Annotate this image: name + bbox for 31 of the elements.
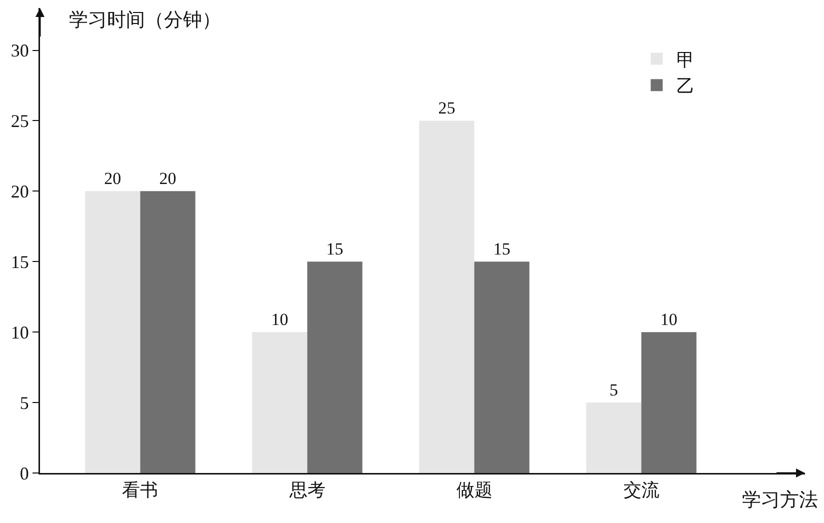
bar <box>307 262 362 473</box>
y-tick-label: 20 <box>10 181 29 202</box>
x-tick-label: 交流 <box>623 480 660 500</box>
x-axis-title: 学习方法 <box>742 489 818 511</box>
y-tick-label: 10 <box>10 322 29 342</box>
data-label: 15 <box>493 240 510 259</box>
x-tick-label: 看书 <box>122 480 158 500</box>
y-tick-label: 0 <box>20 463 29 484</box>
bar <box>419 120 474 473</box>
bar <box>140 191 196 473</box>
legend-label: 乙 <box>676 76 695 96</box>
bar <box>586 402 642 473</box>
y-tick-label: 15 <box>10 252 29 272</box>
y-tick-label: 5 <box>20 392 29 413</box>
x-tick-label: 做题 <box>456 480 492 500</box>
y-axis-title: 学习时间（分钟） <box>69 10 221 31</box>
data-label: 20 <box>159 169 176 188</box>
x-tick-label: 思考 <box>288 480 326 500</box>
legend-label: 甲 <box>676 50 695 70</box>
data-label: 25 <box>438 98 456 118</box>
data-label: 10 <box>660 310 678 330</box>
y-tick-label: 30 <box>10 40 29 61</box>
data-label: 5 <box>610 380 618 400</box>
data-label: 15 <box>326 240 344 259</box>
y-tick-label: 25 <box>10 111 29 132</box>
bar <box>474 262 530 473</box>
data-label: 20 <box>104 169 122 188</box>
bar <box>641 332 696 473</box>
data-label: 10 <box>271 310 288 330</box>
bar <box>85 191 140 473</box>
bar <box>252 332 308 473</box>
